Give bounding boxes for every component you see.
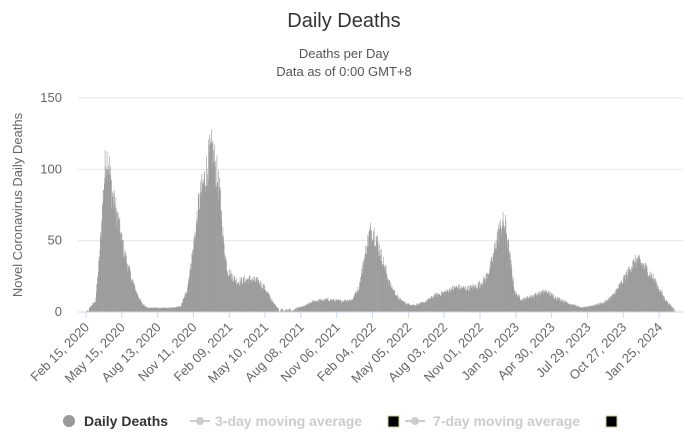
chart-subtitle-line1: Deaths per Day xyxy=(299,46,390,61)
legend-swatch-3day xyxy=(388,416,399,427)
legend-item-daily-deaths[interactable]: Daily Deaths xyxy=(63,413,168,429)
legend-item-7day-average[interactable]: 7-day moving average xyxy=(405,413,617,429)
chart-title: Daily Deaths xyxy=(287,10,400,32)
bars xyxy=(86,130,675,312)
y-tick-label: 100 xyxy=(40,161,62,176)
legend-item-3day-average[interactable]: 3-day moving average xyxy=(190,413,399,429)
chart-subtitle-line2: Data as of 0:00 GMT+8 xyxy=(276,64,411,79)
y-tick-label: 0 xyxy=(55,304,62,319)
legend: Daily Deaths 3-day moving average 7-day … xyxy=(63,413,617,429)
legend-label-daily-deaths: Daily Deaths xyxy=(84,413,168,429)
y-tick-label: 150 xyxy=(40,90,62,105)
legend-marker-3day xyxy=(196,417,204,425)
grid-lines xyxy=(78,98,683,241)
y-tick-label: 50 xyxy=(48,233,62,248)
y-axis-ticks: 0 50 100 150 xyxy=(40,90,62,319)
bar[interactable] xyxy=(673,308,674,312)
legend-marker-daily-deaths xyxy=(63,415,75,427)
bar[interactable] xyxy=(278,309,279,312)
y-axis-title: Novel Coronavirus Daily Deaths xyxy=(10,112,25,297)
legend-label-7day: 7-day moving average xyxy=(433,413,580,429)
legend-label-3day: 3-day moving average xyxy=(215,413,362,429)
legend-swatch-7day xyxy=(606,416,617,427)
legend-marker-7day xyxy=(411,417,419,425)
